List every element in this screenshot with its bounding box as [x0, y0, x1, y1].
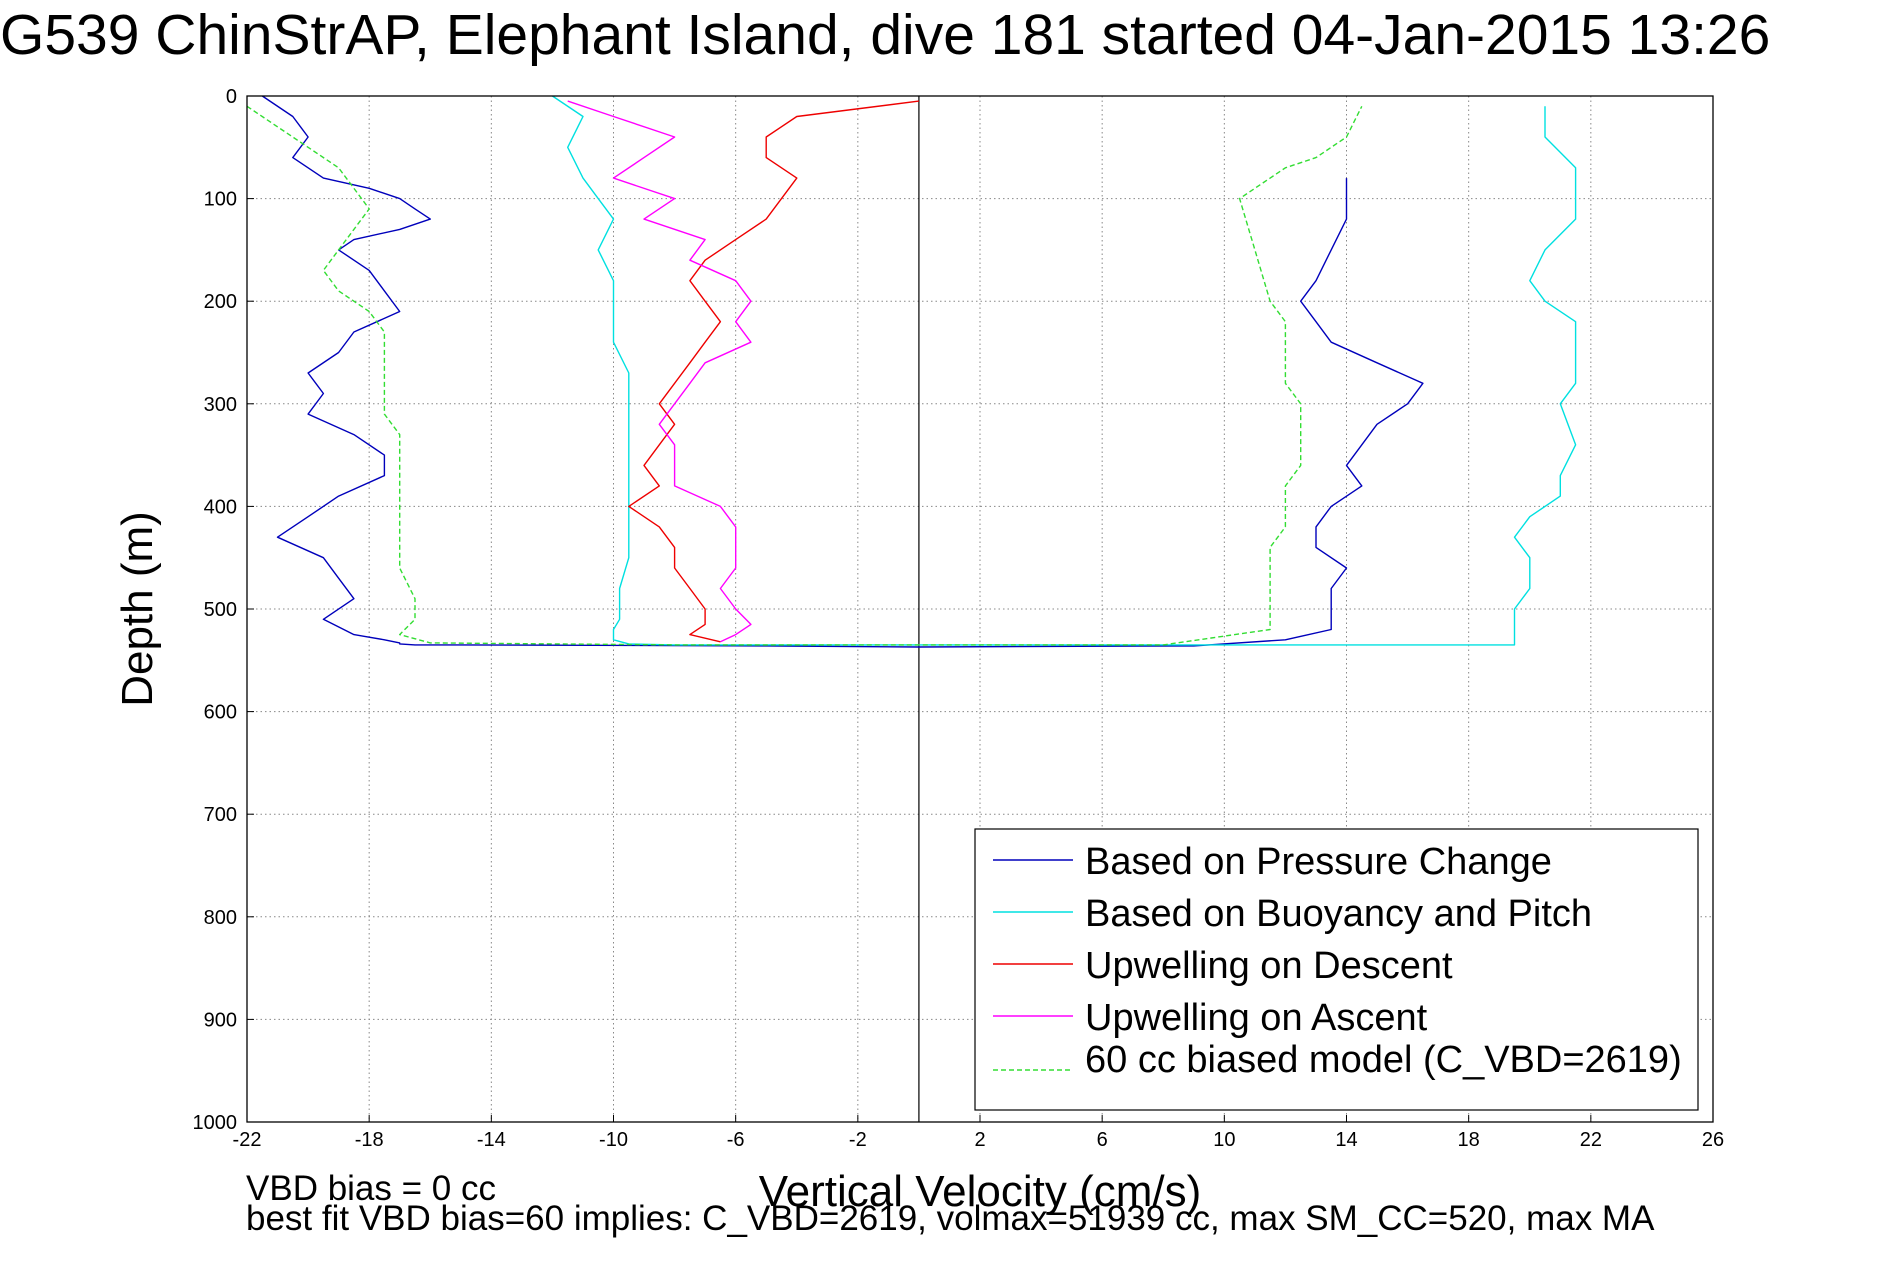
legend-label-0: Based on Pressure Change	[1085, 841, 1552, 883]
x-tick-label-6: 2	[974, 1129, 985, 1151]
y-tick-label-8: 800	[204, 907, 237, 929]
x-tick-label-9: 14	[1335, 1129, 1357, 1151]
y-tick-label-7: 700	[204, 804, 237, 826]
y-tick-label-10: 1000	[193, 1112, 238, 1134]
series-layer	[246, 95, 1577, 648]
y-tick-label-9: 900	[204, 1009, 237, 1031]
footer-vbd-bias: VBD bias = 0 cc	[246, 1169, 496, 1208]
x-tick-label-5: -2	[849, 1129, 867, 1151]
chart-title: G539 ChinStrAP, Elephant Island, dive 18…	[0, 4, 1771, 66]
x-tick-label-0: -22	[233, 1129, 262, 1151]
x-tick-labels: -22 -18 -14 -10 -6 -2 2 6 10 14 18 22 26	[233, 1115, 1724, 1151]
series-line-2	[628, 100, 919, 643]
series-line-1	[552, 95, 1577, 646]
x-tick-label-1: -18	[355, 1129, 384, 1151]
series-line-3	[567, 100, 752, 643]
legend-box	[974, 828, 1699, 1111]
x-tick-label-4: -6	[727, 1129, 745, 1151]
series-line-4	[246, 105, 1363, 646]
y-tick-label-3: 300	[204, 394, 237, 416]
legend-label-4: 60 cc biased model (C_VBD=2619)	[1085, 1039, 1682, 1081]
x-tick-label-2: -14	[477, 1129, 506, 1151]
series-line-0	[261, 95, 1424, 648]
legend-label-3: Upwelling on Ascent	[1085, 997, 1428, 1039]
footer-best-fit: best fit VBD bias=60 implies: C_VBD=2619…	[246, 1199, 1655, 1238]
legend-label-1: Based on Buoyancy and Pitch	[1085, 893, 1592, 935]
y-tick-label-4: 400	[204, 496, 237, 518]
x-tick-label-8: 10	[1213, 1129, 1235, 1151]
x-tick-label-12: 26	[1702, 1129, 1724, 1151]
y-tick-label-0: 0	[226, 86, 237, 108]
x-tick-label-11: 22	[1580, 1129, 1602, 1151]
y-tick-label-1: 100	[204, 189, 237, 211]
x-axis-label: Vertical Velocity (cm/s)	[759, 1167, 1202, 1216]
y-tick-label-5: 500	[204, 599, 237, 621]
y-tick-label-6: 600	[204, 702, 237, 724]
y-axis-label: Depth (m)	[113, 511, 162, 707]
legend-label-2: Upwelling on Descent	[1085, 945, 1453, 987]
x-tick-label-3: -10	[599, 1129, 628, 1151]
x-tick-label-7: 6	[1097, 1129, 1108, 1151]
legend: Based on Pressure Change Based on Buoyanc…	[974, 828, 1699, 1111]
y-tick-label-2: 200	[204, 291, 237, 313]
x-tick-label-10: 18	[1458, 1129, 1480, 1151]
y-tick-labels: 0 100 200 300 400 500 600 700 800 900 1000	[193, 86, 254, 1134]
